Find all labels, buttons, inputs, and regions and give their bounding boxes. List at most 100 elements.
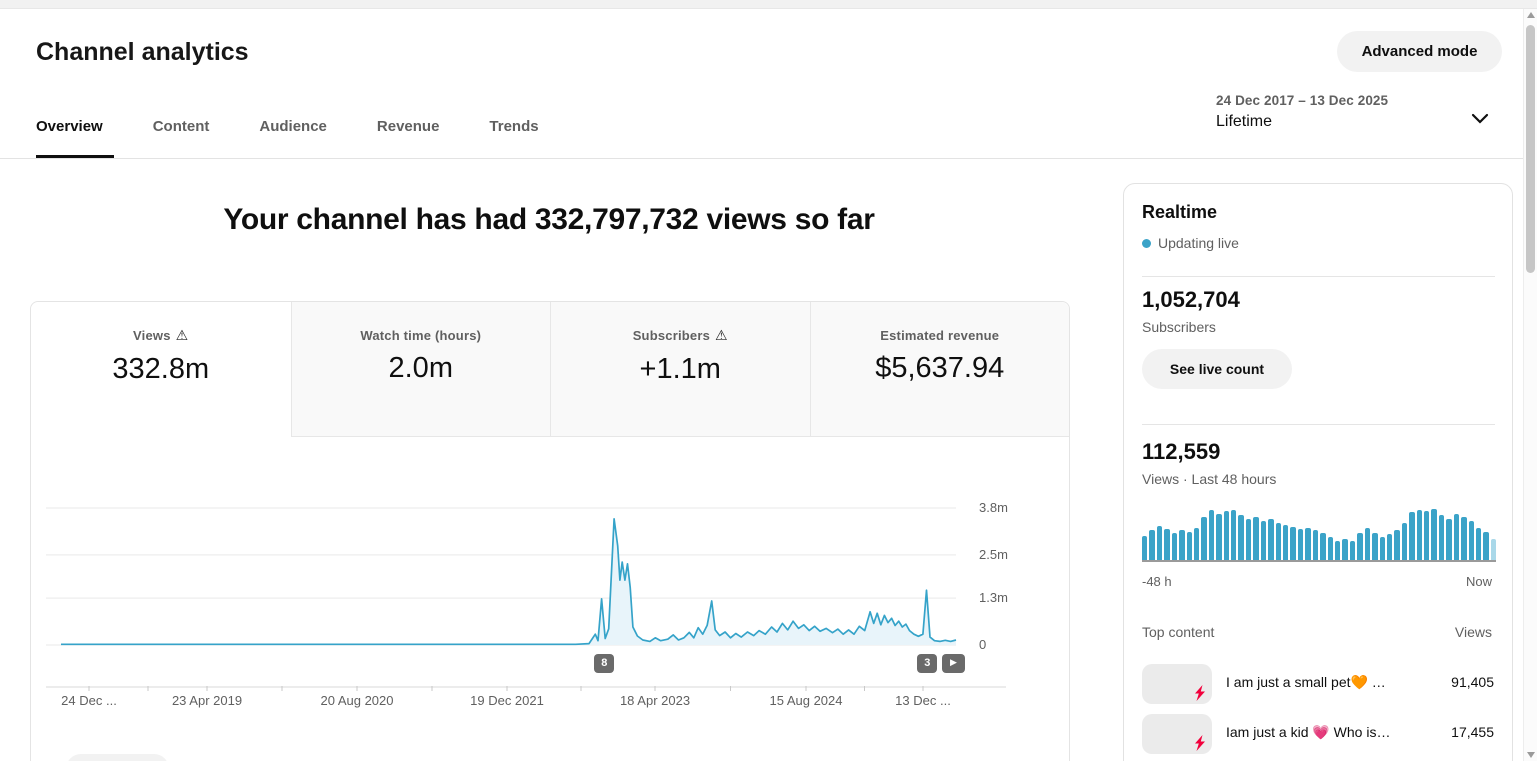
top-content-row[interactable]: I am just a small pet🧡 … 91,405: [1142, 662, 1496, 712]
realtime-bar: [1468, 521, 1474, 560]
realtime-bar: [1349, 541, 1356, 560]
realtime-bar: [1297, 528, 1304, 560]
realtime-bar: [1253, 516, 1259, 560]
see-live-count-button[interactable]: See live count: [1142, 349, 1292, 389]
date-range-text: 24 Dec 2017 – 13 Dec 2025: [1216, 93, 1389, 108]
realtime-bar: [1201, 516, 1207, 560]
top-content-row[interactable]: Iam just a kid 💗 Who is… 17,455: [1142, 712, 1496, 761]
metric-value: 2.0m: [388, 352, 453, 384]
realtime-bar: [1312, 530, 1319, 560]
views-headline: Your channel has had 332,797,732 views s…: [223, 203, 875, 236]
realtime-bar: [1260, 520, 1267, 560]
active-tab-underline: [36, 155, 114, 158]
live-dot-icon: [1142, 239, 1151, 248]
chart-marker-badge[interactable]: 8: [594, 654, 615, 673]
video-title: I am just a small pet🧡 …: [1226, 674, 1386, 690]
video-thumbnail: [1142, 664, 1212, 704]
realtime-bar: [1238, 514, 1244, 560]
x-axis-tick: 23 Apr 2019: [171, 693, 243, 708]
metric-tab-watch-time[interactable]: Watch time (hours) 2.0m: [290, 302, 550, 437]
x-axis-tick: 18 Apr 2023: [619, 693, 691, 708]
divider: [1142, 424, 1495, 425]
metric-tab-revenue[interactable]: Estimated revenue $5,637.94: [809, 302, 1069, 437]
realtime-bar: [1327, 536, 1333, 560]
realtime-bar: [1208, 510, 1215, 560]
realtime-bar: [1438, 515, 1445, 560]
metric-label: Subscribers: [632, 328, 711, 343]
scroll-down-icon[interactable]: [1527, 752, 1535, 758]
realtime-bar: [1171, 533, 1178, 560]
realtime-bar: [1416, 510, 1423, 560]
realtime-bar: [1483, 531, 1489, 560]
metric-value: $5,637.94: [875, 352, 1005, 384]
realtime-bar: [1245, 518, 1252, 560]
tab-audience[interactable]: Audience: [259, 118, 327, 135]
chart-marker-badge[interactable]: 3: [917, 654, 938, 673]
realtime-bar: [1283, 524, 1289, 560]
date-range-selector[interactable]: 24 Dec 2017 – 13 Dec 2025 Lifetime: [1200, 90, 1510, 145]
updating-live-status: Updating live: [1142, 235, 1239, 251]
realtime-card: Realtime Updating live 1,052,704 Subscri…: [1123, 183, 1513, 761]
realtime-bar: [1461, 517, 1467, 560]
line-chart-svg: [46, 507, 1006, 691]
scrollbar[interactable]: [1523, 9, 1537, 761]
metric-label: Views: [133, 328, 171, 343]
y-axis-tick: 2.5m: [979, 546, 1008, 562]
tab-content[interactable]: Content: [152, 118, 210, 135]
metric-tab-views[interactable]: Views ⚠ 332.8m: [31, 302, 291, 437]
page-title: Channel analytics: [36, 38, 249, 66]
x-axis-tick: 19 Dec 2021: [470, 693, 544, 708]
y-axis-tick: 1.3m: [979, 590, 1008, 606]
metric-value: 332.8m: [112, 353, 210, 385]
realtime-bar: [1379, 536, 1385, 560]
realtime-bar: [1149, 530, 1155, 560]
realtime-bar: [1193, 527, 1200, 560]
realtime-bar: [1475, 527, 1482, 560]
realtime-views-label: Views · Last 48 hours: [1142, 471, 1277, 487]
realtime-bar: [1216, 514, 1222, 560]
top-content-views-header: Views: [1454, 624, 1492, 640]
see-more-button-partial[interactable]: [66, 754, 169, 761]
realtime-bar: [1453, 513, 1460, 560]
realtime-bar: [1275, 523, 1282, 560]
x-axis-tick: 24 Dec ...: [61, 693, 117, 708]
tab-trends[interactable]: Trends: [489, 118, 539, 135]
realtime-bar: [1142, 535, 1148, 560]
browser-top-strip: [0, 0, 1537, 9]
video-title: Iam just a kid 💗 Who is…: [1226, 724, 1391, 740]
video-views: 17,455: [1451, 724, 1494, 740]
header-divider: [0, 158, 1537, 159]
realtime-bar: [1401, 523, 1408, 560]
top-content-list: I am just a small pet🧡 … 91,405 Iam just…: [1142, 662, 1496, 761]
realtime-bar: [1320, 533, 1326, 560]
realtime-bar: [1223, 511, 1230, 560]
realtime-views-count: 112,559: [1142, 439, 1221, 464]
realtime-bar: [1334, 540, 1341, 560]
metric-tab-subscribers[interactable]: Subscribers ⚠ +1.1m: [550, 302, 810, 437]
chart-play-button[interactable]: ▶: [942, 654, 965, 673]
realtime-bar: [1342, 539, 1348, 560]
realtime-bar: [1409, 512, 1415, 560]
scrollbar-thumb[interactable]: [1526, 25, 1535, 273]
chevron-down-icon: [1471, 113, 1489, 124]
tab-revenue[interactable]: Revenue: [376, 118, 440, 135]
realtime-bar: [1357, 533, 1363, 560]
axis-label-minus-48h: -48 h: [1142, 574, 1172, 589]
realtime-title: Realtime: [1142, 202, 1218, 222]
realtime-bar: [1424, 511, 1430, 560]
scroll-up-icon[interactable]: [1527, 12, 1535, 18]
date-period-label: Lifetime: [1216, 113, 1273, 130]
x-axis-tick: 13 Dec ...: [895, 693, 951, 708]
tab-overview[interactable]: Overview: [36, 118, 103, 135]
shorts-icon: [1195, 735, 1205, 751]
y-axis-tick: 3.8m: [979, 500, 1008, 515]
realtime-bar: [1156, 525, 1163, 560]
realtime-bar: [1164, 528, 1170, 560]
realtime-bar: [1394, 530, 1400, 560]
shorts-icon: [1195, 685, 1205, 701]
subscribers-label: Subscribers: [1142, 319, 1216, 335]
realtime-bar: [1268, 518, 1274, 560]
advanced-mode-button[interactable]: Advanced mode: [1337, 31, 1502, 72]
analytics-tabs: Overview Content Audience Revenue Trends: [36, 118, 539, 157]
top-content-header: Top content: [1142, 624, 1215, 640]
